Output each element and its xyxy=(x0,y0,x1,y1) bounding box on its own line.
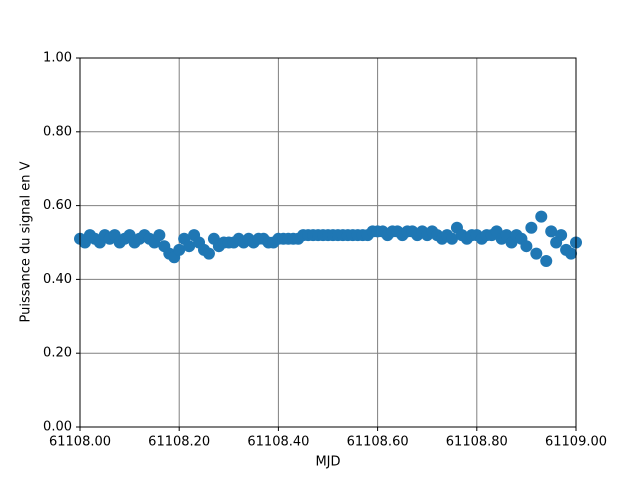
y-tick-label: 0.00 xyxy=(43,420,72,435)
point xyxy=(153,229,166,242)
point xyxy=(202,247,215,260)
y-tick-label: 0.60 xyxy=(43,198,72,213)
point xyxy=(173,243,186,256)
point xyxy=(520,240,533,253)
point xyxy=(446,232,458,245)
point xyxy=(530,247,543,260)
y-tick-label: 0.40 xyxy=(43,272,72,287)
y-tick-label: 1.00 xyxy=(43,51,72,66)
x-tick-label: 61108.60 xyxy=(347,435,409,450)
point xyxy=(540,254,553,267)
x-tick-label: 61108.80 xyxy=(446,435,508,450)
x-tick-label: 61108.00 xyxy=(49,435,111,450)
x-axis-label: MJD xyxy=(315,455,340,470)
point xyxy=(545,225,558,238)
point xyxy=(565,247,578,260)
point xyxy=(555,229,568,242)
point xyxy=(183,240,196,253)
y-tick-label: 0.80 xyxy=(43,124,72,139)
plot-frame xyxy=(79,57,577,428)
point xyxy=(535,210,548,223)
point xyxy=(525,221,538,234)
x-tick-label: 61109.00 xyxy=(545,435,607,450)
y-axis-label: Puissance du signal en V xyxy=(19,161,34,322)
y-tick-label: 0.20 xyxy=(43,346,72,361)
x-tick-label: 61108.40 xyxy=(247,435,309,450)
x-tick-label: 61108.20 xyxy=(148,435,210,450)
